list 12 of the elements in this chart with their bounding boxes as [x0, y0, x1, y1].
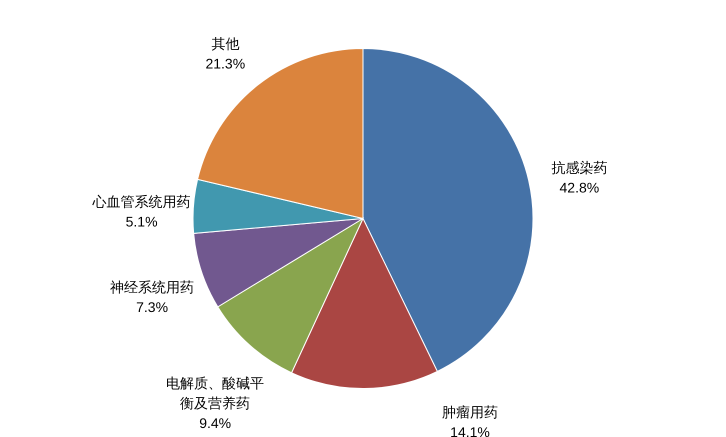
data-label: 9.4% [199, 415, 232, 432]
data-label: 14.1% [450, 424, 490, 437]
data-label: 42.8% [559, 180, 600, 196]
data-label: 5.1% [126, 213, 158, 230]
slice-label: 抗感染药 [551, 160, 608, 176]
data-label: 21.3% [205, 55, 246, 72]
slice-label: 神经系统用药 [110, 278, 194, 295]
data-label: 7.3% [136, 298, 168, 315]
slice-label: 心血管系统用药 [92, 193, 191, 210]
slice-label: 电解质、酸碱平衡及营养药 [166, 375, 264, 412]
slice-label: 其他 [211, 35, 240, 52]
slice-label: 肿瘤用药 [442, 404, 498, 420]
